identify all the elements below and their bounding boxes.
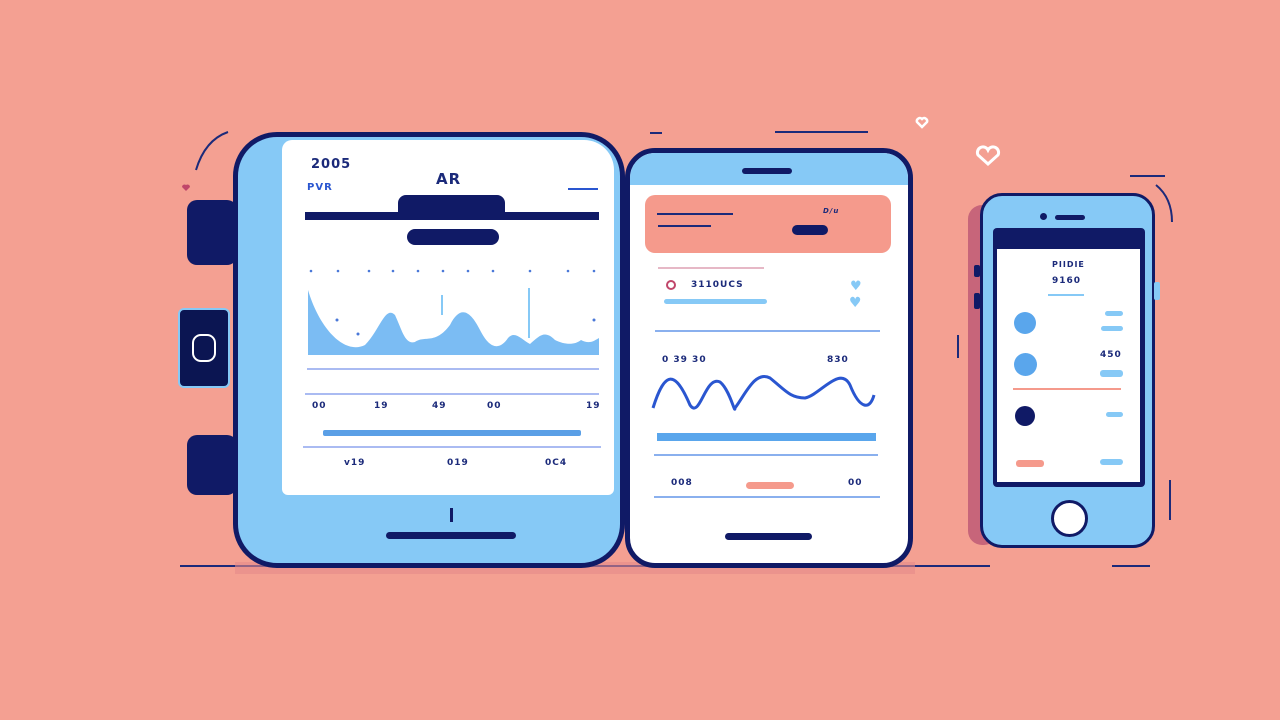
heart-icon [975,145,1001,167]
progress-bar [657,433,876,441]
subtitle-label: PVR [307,182,333,193]
list-label: 3110UCS [691,280,744,290]
title-label: PIIDIE [1052,260,1085,269]
status-icon [666,280,676,290]
year-label: 2005 [311,157,352,172]
footer-label: 0C4 [545,458,568,468]
avatar[interactable] [1015,406,1035,426]
axis-label: 49 [432,401,447,411]
avatar[interactable] [1014,312,1036,334]
title-label: AR [436,170,462,188]
heart-icon [182,184,190,191]
motion-line [195,131,229,171]
footer-label: 00 [848,478,863,488]
footer-button[interactable] [746,482,794,489]
side-button[interactable] [1154,282,1160,300]
chart-label: 0 39 30 [662,355,707,365]
camera [1040,213,1047,220]
area-series [308,290,599,355]
row-button[interactable] [1016,460,1044,467]
speaker [742,168,792,174]
home-button[interactable] [1051,500,1088,537]
home-bar[interactable] [725,533,812,540]
row-value: 450 [1100,350,1122,360]
tab-button[interactable] [398,195,505,219]
heart-icon[interactable]: ♥ [849,295,862,311]
axis-label: 19 [374,401,389,411]
side-button[interactable] [974,265,980,277]
home-bar[interactable] [386,532,516,539]
value-label: 9160 [1052,276,1082,286]
footer-label: v19 [344,458,366,468]
line-series [651,374,876,411]
banner-card[interactable]: D/u [645,195,891,253]
footer-label: 008 [671,478,693,488]
chart-label: 830 [827,355,849,365]
side-button[interactable] [187,435,237,495]
axis-label: 00 [487,401,502,411]
banner-label: D/u [823,207,840,215]
avatar[interactable] [1014,353,1037,376]
banner-button[interactable] [792,225,828,235]
speaker [1055,215,1085,220]
progress-bar [323,430,581,436]
side-button[interactable] [974,293,980,309]
axis-label: 00 [312,401,327,411]
sync-icon [192,334,216,362]
heart-icon [915,116,929,129]
action-button[interactable] [407,229,499,245]
footer-label: 019 [447,458,469,468]
axis-label: 19 [586,401,601,411]
heart-icon[interactable]: ♥ [850,279,862,294]
sync-button[interactable] [178,308,230,388]
side-button[interactable] [187,200,237,265]
